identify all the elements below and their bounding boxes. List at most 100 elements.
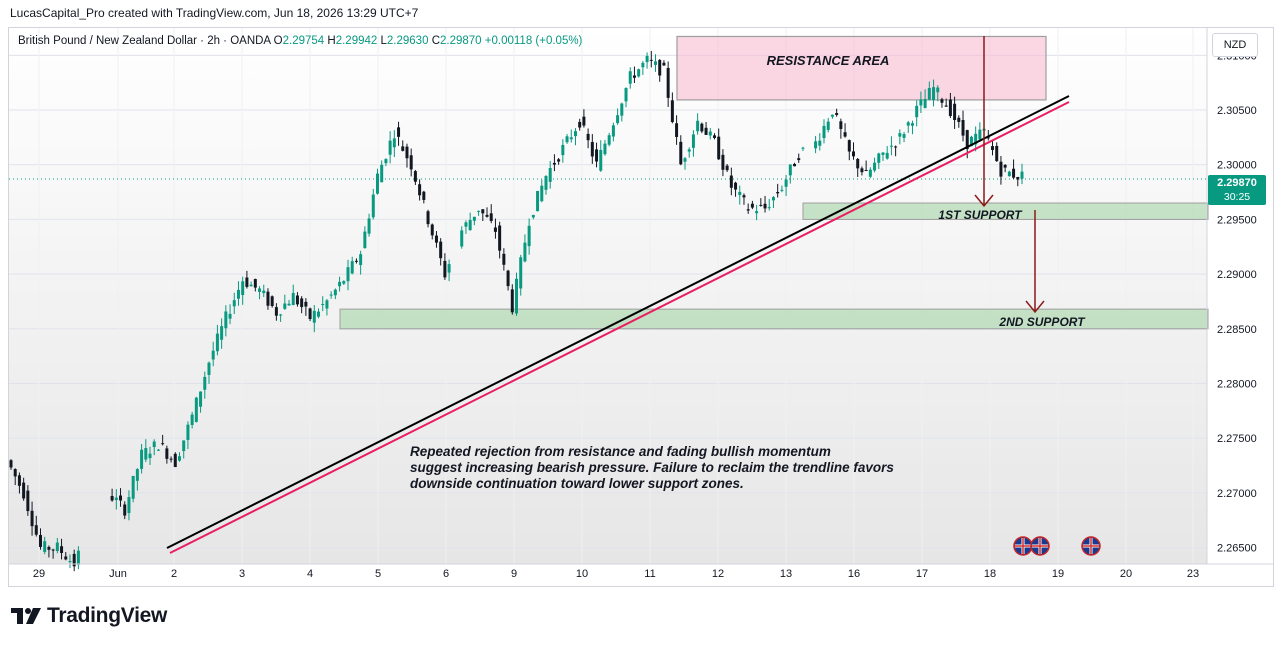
y-tick-label: 2.28000 xyxy=(1217,379,1257,391)
candle-body xyxy=(898,133,902,137)
chart-plot-area[interactable] xyxy=(9,28,1207,564)
candle-body xyxy=(131,475,135,499)
chart-frame xyxy=(8,27,1274,587)
candle-body xyxy=(927,88,931,100)
candle-body xyxy=(430,224,434,236)
candle-body xyxy=(422,191,426,200)
candle-body xyxy=(397,127,401,137)
candle-body xyxy=(114,497,118,501)
candle-body xyxy=(595,149,599,162)
candle-body xyxy=(186,424,190,440)
candle-body xyxy=(1016,176,1020,180)
currency-selector[interactable]: NZD xyxy=(1212,33,1258,57)
candle-body xyxy=(405,146,409,159)
candle-body xyxy=(38,534,42,547)
y-tick-label: 2.30500 xyxy=(1217,105,1257,117)
candle-body xyxy=(182,440,186,452)
candle-body xyxy=(679,141,683,165)
candle-body xyxy=(801,147,805,149)
x-tick-label: 11 xyxy=(644,568,655,580)
candle-body xyxy=(818,140,822,146)
candle-body xyxy=(392,138,396,148)
candle-body xyxy=(797,158,801,161)
x-tick-label: 2 xyxy=(171,568,177,580)
low-label: L xyxy=(380,35,387,47)
candle-body xyxy=(771,197,775,201)
candle-body xyxy=(127,497,131,514)
tradingview-logo[interactable]: TradingView xyxy=(11,604,167,628)
support-zone-2 xyxy=(339,308,1209,330)
candle-body xyxy=(287,303,291,306)
candle-body xyxy=(624,88,628,102)
candle-body xyxy=(974,133,978,145)
candle-body xyxy=(110,495,114,501)
candle-body xyxy=(561,144,565,156)
candle-body xyxy=(300,298,304,308)
candle-body xyxy=(329,294,333,296)
candle-body xyxy=(586,133,590,141)
candle-body xyxy=(793,163,797,167)
candle-body xyxy=(203,376,207,390)
candle-body xyxy=(611,125,615,137)
candle-body xyxy=(919,99,923,106)
candle-body xyxy=(599,150,603,171)
y-tick-label: 2.28500 xyxy=(1217,324,1257,336)
candle-body xyxy=(363,231,367,249)
candle-body xyxy=(489,213,493,221)
candle-body xyxy=(784,179,788,187)
x-tick-label: 18 xyxy=(984,568,996,580)
candle-body xyxy=(51,549,55,551)
candle-body xyxy=(1020,171,1024,179)
candle-body xyxy=(47,546,51,550)
annotations-layer: RESISTANCE AREA 1ST SUPPORT 2ND SUPPORT Rep… xyxy=(410,36,1101,556)
candle-body xyxy=(822,125,826,139)
candle-body xyxy=(687,149,691,152)
candle-body xyxy=(607,135,611,145)
change-value: +0.00118 (+0.05%) xyxy=(484,35,583,47)
x-tick-label: 20 xyxy=(1120,568,1132,580)
analysis-note-line: Repeated rejection from resistance and f… xyxy=(410,444,831,459)
candle-body xyxy=(995,145,999,162)
candle-body xyxy=(249,284,253,287)
candle-body xyxy=(135,469,139,481)
candle-body xyxy=(852,151,855,157)
support-zone-1 xyxy=(802,202,1209,220)
candle-body xyxy=(683,158,687,162)
candle-body xyxy=(704,127,708,135)
candle-body xyxy=(552,162,556,165)
candle-body xyxy=(776,191,780,194)
candle-body xyxy=(641,62,645,68)
candle-body xyxy=(645,55,649,63)
candle-body xyxy=(506,270,510,287)
candle-body xyxy=(291,293,295,305)
candle-body xyxy=(502,253,506,265)
candle-body xyxy=(637,69,641,77)
candle-body xyxy=(780,189,784,191)
candle-body xyxy=(658,59,662,76)
last-price-tag: 2.29870 30:25 xyxy=(1208,175,1266,205)
candle-body xyxy=(13,469,17,477)
candle-body xyxy=(72,553,76,567)
uk-flag-event-icon xyxy=(1081,536,1101,556)
zone-label-2: 1ST SUPPORT xyxy=(938,208,1023,222)
candle-body xyxy=(443,260,447,278)
candle-body xyxy=(439,241,443,259)
analysis-note-line: suggest increasing bearish pressure. Fai… xyxy=(410,460,894,475)
candle-body xyxy=(55,542,59,552)
y-tick-label: 2.27000 xyxy=(1217,488,1257,500)
candle-body xyxy=(295,295,299,305)
candle-body xyxy=(43,541,47,552)
candle-body xyxy=(569,137,573,140)
candle-body xyxy=(649,59,653,61)
uk-flag-event-icon xyxy=(1013,536,1033,556)
last-price-value: 2.29870 xyxy=(1217,177,1257,189)
candle-body xyxy=(346,267,350,282)
candle-body xyxy=(881,152,885,155)
candle-body xyxy=(207,362,211,375)
candles-layer xyxy=(9,50,1024,572)
candle-body xyxy=(156,449,160,451)
candle-body xyxy=(76,550,80,565)
candle-body xyxy=(472,216,476,221)
candle-body xyxy=(616,115,620,124)
